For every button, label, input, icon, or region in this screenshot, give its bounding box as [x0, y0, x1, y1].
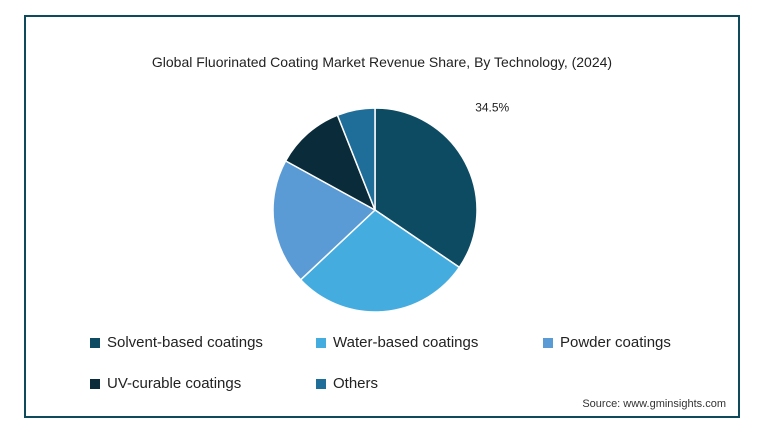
legend-swatch — [90, 337, 100, 348]
source-note: Source: www.gminsights.com — [582, 398, 726, 410]
legend-label: Solvent-based coatings — [107, 334, 263, 351]
chart-frame: Global Fluorinated Coating Market Revenu… — [24, 15, 740, 418]
pie-slice-others — [336, 107, 376, 211]
data-label: 34.5% — [475, 100, 509, 114]
pie-slice-solvent-based-coatings — [374, 107, 478, 269]
legend-swatch — [90, 378, 100, 389]
legend-item: Solvent-based coatings — [90, 334, 263, 351]
legend-item: Powder coatings — [543, 334, 671, 351]
chart-title: Global Fluorinated Coating Market Revenu… — [151, 54, 613, 70]
legend-swatch — [543, 337, 553, 348]
legend-label: Powder coatings — [560, 334, 671, 351]
pie-slice-powder-coatings — [272, 159, 377, 281]
legend-swatch — [316, 337, 326, 348]
pie-chart: 34.5% — [272, 100, 510, 313]
legend-label: UV-curable coatings — [107, 375, 242, 392]
legend-item: UV-curable coatings — [90, 375, 241, 392]
legend-label: Water-based coatings — [333, 334, 479, 351]
pie-slice-water-based-coatings — [299, 209, 461, 313]
pie-slice-uv-curable-coatings — [284, 114, 377, 212]
legend-label: Others — [333, 375, 379, 392]
legend-item: Water-based coatings — [316, 334, 478, 351]
legend-swatch — [316, 378, 326, 389]
legend-item: Others — [316, 375, 378, 392]
